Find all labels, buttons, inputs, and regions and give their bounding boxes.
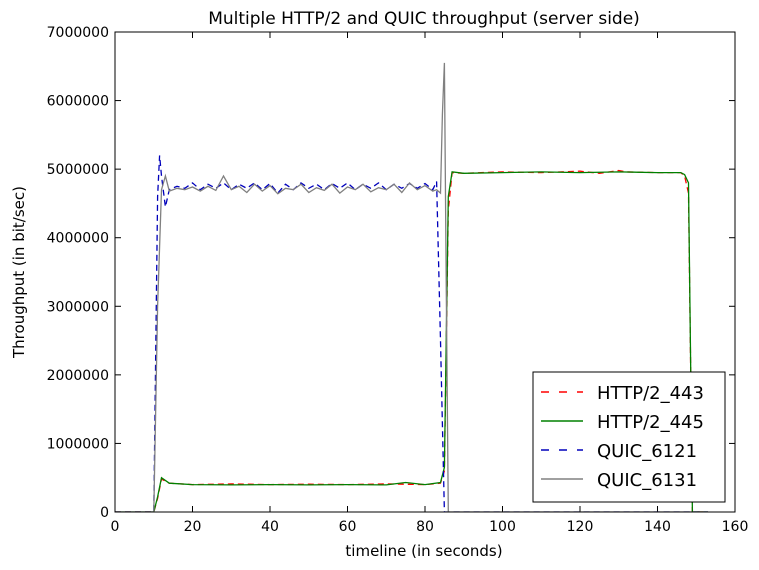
y-axis-label: Throughput (in bit/sec) [10, 186, 28, 359]
series-line-2 [115, 171, 708, 512]
y-tick-label: 1000000 [47, 436, 109, 452]
legend-box [532, 371, 726, 503]
legend-entry: HTTP/2_443 [597, 383, 704, 404]
series-layer [115, 62, 708, 512]
legend-entry: QUIC_6131 [597, 470, 697, 491]
y-tick-label: 2000000 [47, 368, 109, 384]
legend: HTTP/2_443 HTTP/2_445 QUIC_6121 QUIC_6131 [532, 371, 726, 503]
y-axis-ticks: 0 1000000 2000000 3000000 4000000 5000000 6000… [47, 25, 735, 521]
x-tick-label: 80 [416, 519, 434, 535]
legend-entry: QUIC_6121 [597, 441, 697, 462]
plot-frame [114, 31, 736, 513]
series-line-4 [115, 62, 708, 512]
y-tick-label: 5000000 [47, 162, 109, 178]
x-tick-label: 120 [567, 519, 594, 535]
x-tick-label: 20 [184, 519, 202, 535]
y-tick-label: 7000000 [47, 25, 109, 41]
x-tick-label: 40 [261, 519, 279, 535]
x-tick-label: 100 [489, 519, 516, 535]
y-tick-label: 6000000 [47, 94, 109, 110]
legend-entry: HTTP/2_445 [597, 412, 704, 433]
chart-title: Multiple HTTP/2 and QUIC throughput (ser… [208, 9, 640, 29]
x-tick-label: 140 [644, 519, 671, 535]
x-tick-label: 60 [339, 519, 357, 535]
x-axis-ticks: 0 20 40 60 80 100 120 140 160 [111, 32, 749, 535]
x-tick-label: 160 [722, 519, 749, 535]
x-tick-label: 0 [111, 519, 120, 535]
y-tick-label: 4000000 [47, 231, 109, 247]
y-tick-label: 3000000 [47, 299, 109, 315]
x-axis-label: timeline (in seconds) [345, 542, 502, 560]
y-tick-label: 0 [100, 505, 109, 521]
